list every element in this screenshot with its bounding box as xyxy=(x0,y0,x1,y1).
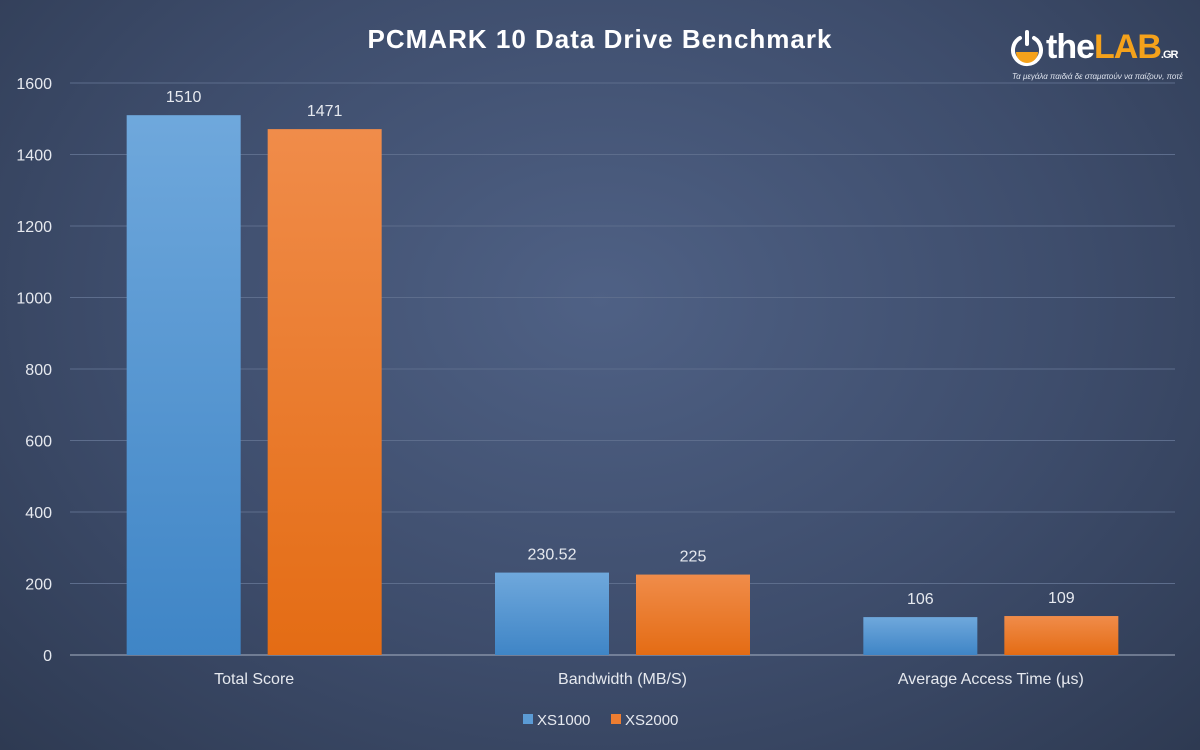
x-tick-label: Total Score xyxy=(214,671,294,688)
chart-title: PCMARK 10 Data Drive Benchmark xyxy=(368,24,833,54)
legend-swatch xyxy=(523,714,533,724)
data-label: 106 xyxy=(907,591,934,608)
y-tick-label: 1600 xyxy=(16,76,52,93)
legend-swatch xyxy=(611,714,621,724)
bar-xs2000 xyxy=(636,574,750,655)
x-tick-label: Average Access Time (µs) xyxy=(898,671,1084,688)
bar-xs2000 xyxy=(1004,616,1119,655)
power-flask-icon xyxy=(1011,30,1043,67)
legend-label: XS1000 xyxy=(537,712,590,729)
data-label: 1510 xyxy=(166,89,202,106)
y-tick-label: 200 xyxy=(25,577,52,594)
data-label: 1471 xyxy=(307,103,343,120)
y-tick-label: 1400 xyxy=(16,148,52,165)
data-label: 230.52 xyxy=(528,547,577,564)
x-tick-label: Bandwidth (MB/S) xyxy=(558,671,687,688)
y-tick-label: 800 xyxy=(25,362,52,379)
y-tick-label: 600 xyxy=(25,434,52,451)
y-tick-label: 0 xyxy=(43,648,52,665)
bar-xs1000 xyxy=(126,115,241,656)
bar-xs1000 xyxy=(495,572,609,655)
data-label: 109 xyxy=(1048,590,1075,607)
thelab-logo: theLAB.GR Τα μεγάλα παιδιά δε σταματούν … xyxy=(1011,28,1183,81)
y-tick-label: 1000 xyxy=(16,291,52,308)
y-tick-label: 400 xyxy=(25,505,52,522)
legend-label: XS2000 xyxy=(625,712,678,729)
bar-xs1000 xyxy=(863,617,978,655)
bar-xs2000 xyxy=(267,129,382,655)
data-label: 225 xyxy=(680,549,707,566)
y-tick-label: 1200 xyxy=(16,219,52,236)
